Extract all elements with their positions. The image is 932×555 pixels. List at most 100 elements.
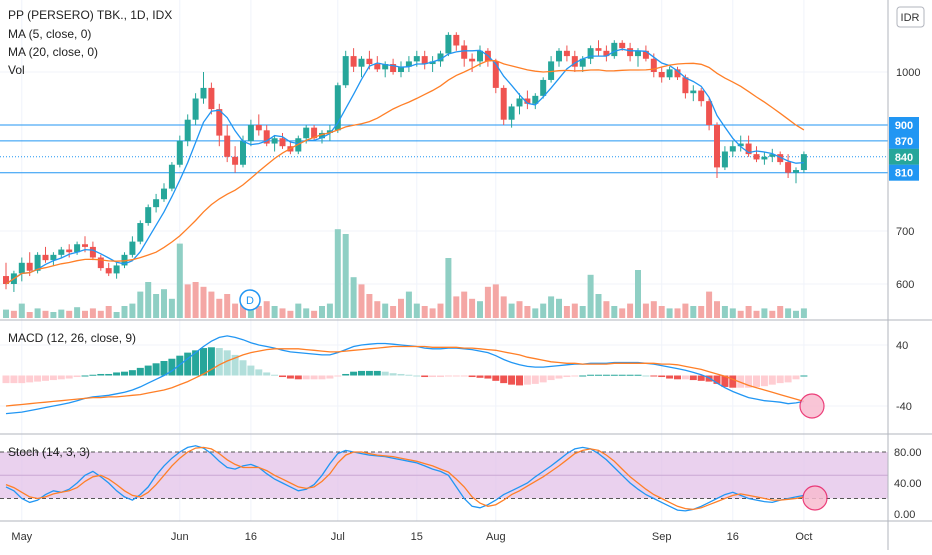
- dividend-marker[interactable]: [239, 289, 261, 311]
- candle-body[interactable]: [800, 154, 807, 171]
- candle-body[interactable]: [532, 95, 539, 104]
- candle-body[interactable]: [540, 79, 547, 96]
- candle-body[interactable]: [563, 50, 570, 57]
- candle-body[interactable]: [153, 199, 160, 208]
- candle-body[interactable]: [477, 50, 483, 62]
- candle-body[interactable]: [492, 61, 499, 88]
- candle-body[interactable]: [247, 125, 254, 141]
- candle-body[interactable]: [461, 45, 468, 59]
- candle-body[interactable]: [413, 56, 420, 62]
- candle-body[interactable]: [42, 254, 49, 261]
- candle-body[interactable]: [674, 69, 681, 78]
- candle-body[interactable]: [500, 87, 507, 120]
- candle-body[interactable]: [263, 130, 270, 144]
- candle-body[interactable]: [89, 246, 96, 258]
- candle-body[interactable]: [453, 34, 460, 46]
- candle-body[interactable]: [271, 138, 278, 144]
- candle-body[interactable]: [82, 244, 88, 247]
- candle-body[interactable]: [18, 262, 25, 274]
- candle-body[interactable]: [303, 127, 310, 139]
- candle-body[interactable]: [548, 61, 555, 80]
- candle-body[interactable]: [603, 50, 610, 57]
- legend-ma20[interactable]: MA (20, close, 0): [8, 45, 98, 59]
- candle-body[interactable]: [595, 48, 602, 51]
- candle-body[interactable]: [240, 140, 246, 165]
- candle-body[interactable]: [137, 223, 144, 242]
- candle-body[interactable]: [658, 72, 665, 78]
- candle-body[interactable]: [753, 154, 760, 160]
- candle-body[interactable]: [587, 48, 594, 59]
- candle-body[interactable]: [524, 98, 531, 104]
- candle-body[interactable]: [737, 143, 744, 147]
- candle-body[interactable]: [729, 146, 736, 152]
- candle-body[interactable]: [129, 241, 136, 255]
- candle-body[interactable]: [374, 64, 381, 70]
- candle-body[interactable]: [311, 127, 318, 139]
- candle-body[interactable]: [34, 254, 41, 271]
- candle-body[interactable]: [168, 164, 175, 189]
- candle-body[interactable]: [279, 138, 286, 147]
- candle-body[interactable]: [666, 69, 673, 78]
- candle-body[interactable]: [192, 98, 199, 120]
- macd-label[interactable]: MACD (12, 26, close, 9): [8, 331, 136, 345]
- candle-body[interactable]: [224, 135, 231, 157]
- candle-body[interactable]: [706, 101, 713, 125]
- candle-body[interactable]: [579, 58, 586, 67]
- candle-body[interactable]: [769, 154, 776, 157]
- candle-body[interactable]: [690, 90, 697, 94]
- candle-body[interactable]: [3, 276, 9, 284]
- candle-body[interactable]: [26, 262, 33, 271]
- candle-body[interactable]: [358, 58, 365, 67]
- candle-body[interactable]: [508, 106, 515, 120]
- candle-body[interactable]: [319, 132, 325, 139]
- candle-body[interactable]: [398, 66, 404, 72]
- candle-body[interactable]: [326, 130, 333, 133]
- candle-body[interactable]: [366, 58, 373, 65]
- stoch-label[interactable]: Stoch (14, 3, 3): [8, 445, 90, 459]
- candle-body[interactable]: [74, 244, 81, 253]
- candle-body[interactable]: [642, 50, 649, 59]
- candle-body[interactable]: [405, 61, 412, 67]
- candle-body[interactable]: [334, 85, 341, 131]
- candle-body[interactable]: [516, 98, 523, 107]
- candle-body[interactable]: [556, 50, 562, 62]
- candle-body[interactable]: [793, 170, 799, 173]
- candle-body[interactable]: [437, 53, 444, 62]
- candle-body[interactable]: [785, 162, 792, 173]
- candle-body[interactable]: [200, 87, 207, 99]
- candle-body[interactable]: [469, 58, 476, 62]
- candle-body[interactable]: [105, 268, 112, 274]
- legend-vol[interactable]: Vol: [8, 63, 25, 77]
- candle-body[interactable]: [255, 125, 262, 131]
- candle-body[interactable]: [714, 125, 720, 168]
- candle-body[interactable]: [627, 48, 634, 57]
- candle-body[interactable]: [650, 58, 657, 72]
- candle-body[interactable]: [342, 56, 349, 86]
- candle-body[interactable]: [58, 249, 65, 255]
- candle-body[interactable]: [745, 143, 752, 155]
- legend-ma5[interactable]: MA (5, close, 0): [8, 27, 91, 41]
- candle-body[interactable]: [176, 140, 183, 165]
- candle-body[interactable]: [66, 249, 73, 253]
- currency-badge[interactable]: [896, 6, 925, 28]
- candle-body[interactable]: [184, 119, 191, 141]
- candle-body[interactable]: [761, 156, 768, 160]
- candle-body[interactable]: [619, 42, 626, 49]
- candle-body[interactable]: [682, 77, 689, 94]
- candle-body[interactable]: [50, 254, 57, 261]
- candle-body[interactable]: [421, 56, 428, 65]
- candle-body[interactable]: [232, 156, 239, 165]
- candle-body[interactable]: [390, 64, 397, 72]
- candle-body[interactable]: [777, 154, 784, 163]
- candle-body[interactable]: [445, 34, 452, 54]
- candle-body[interactable]: [97, 257, 104, 269]
- candle-body[interactable]: [161, 188, 167, 200]
- candle-body[interactable]: [429, 61, 436, 65]
- candle-body[interactable]: [611, 42, 618, 57]
- candle-body[interactable]: [635, 50, 641, 57]
- candle-body[interactable]: [216, 109, 223, 136]
- candle-body[interactable]: [721, 151, 728, 168]
- candle-body[interactable]: [571, 56, 578, 67]
- candle-body[interactable]: [113, 265, 120, 274]
